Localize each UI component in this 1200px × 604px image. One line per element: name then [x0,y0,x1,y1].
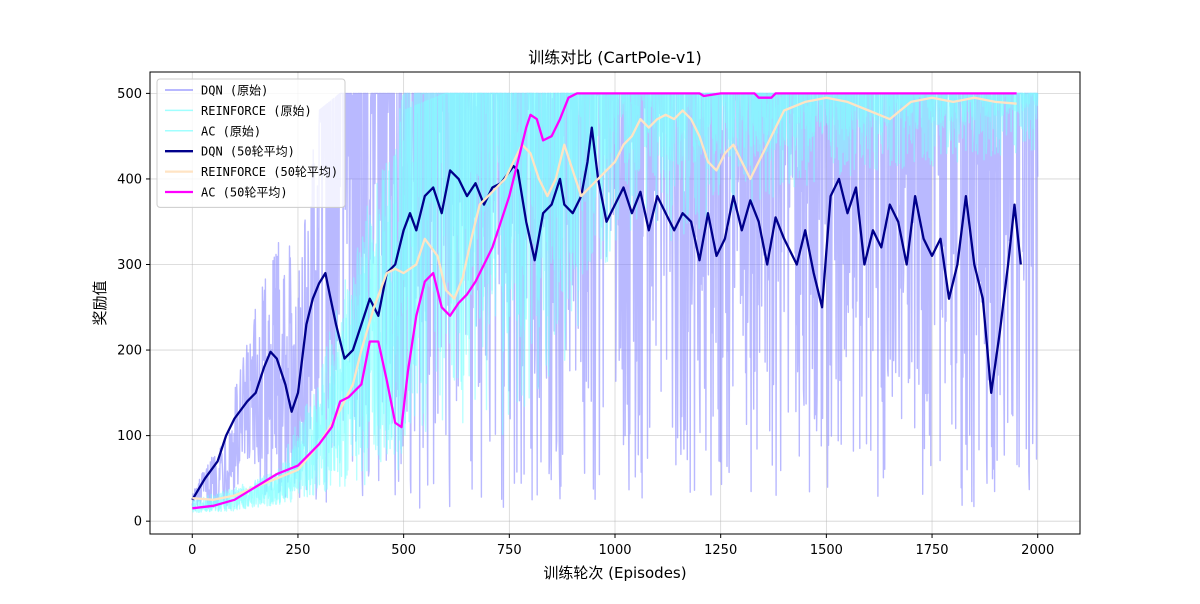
x-tick-label: 2000 [1021,543,1054,558]
legend-entry-label: DQN (50轮平均) [201,145,295,159]
legend-box [156,78,346,208]
y-tick-label: 400 [117,172,142,187]
x-axis-label: 训练轮次 (Episodes) [543,564,686,582]
average-series-line [191,126,1022,501]
x-tick-label: 1750 [915,543,948,558]
x-tick-label: 500 [391,543,416,558]
x-tick-label: 750 [497,543,522,558]
x-tick-label: 0 [188,543,196,558]
y-tick-label: 100 [117,429,142,444]
average-series-line [192,92,1017,510]
x-tick-label: 1000 [598,543,631,558]
legend-entry-label: AC (50轮平均) [201,186,288,200]
average-series-line [192,96,1017,501]
x-tick-label: 250 [286,543,311,558]
y-tick-label: 300 [117,258,142,273]
y-tick-label: 500 [117,87,142,102]
legend-entry-label: DQN (原始) [201,84,268,98]
legend: DQN (原始) REINFORCE (原始) AC (原始) DQN (50轮平均)… [156,78,346,208]
average-series-layer [191,92,1022,510]
chart-title: 训练对比 (CartPole-v1) [528,48,702,67]
legend-entry-label: AC (原始) [201,124,261,138]
legend-entry-label: REINFORCE (原始) [201,104,312,118]
ticks: 0 250 500 750 1000 1250 1500 1750 2000 0 100 200 300… [117,87,1054,558]
y-tick-label: 0 [134,515,142,530]
x-tick-label: 1250 [704,543,737,558]
y-axis-label: 奖励值 [91,280,109,325]
y-tick-label: 200 [117,344,142,359]
x-tick-label: 1500 [810,543,843,558]
legend-entry-label: REINFORCE (50轮平均) [201,165,338,179]
